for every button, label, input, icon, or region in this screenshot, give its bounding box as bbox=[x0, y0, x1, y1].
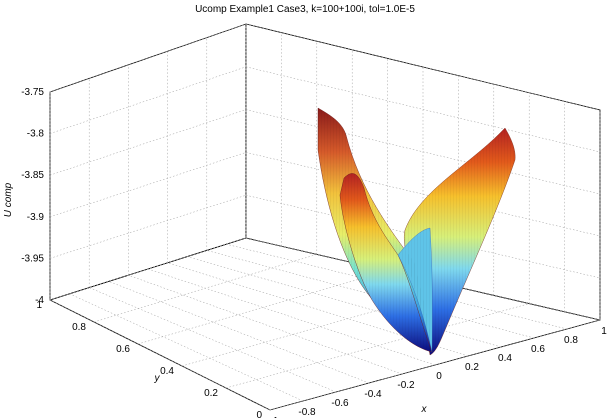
x-grid bbox=[108, 281, 370, 384]
y-tick-label: 0.4 bbox=[160, 366, 174, 377]
x-tick-label: -1 bbox=[270, 416, 279, 418]
tick-labels: -4 -3.95 -3.9 -3.85 -3.8 -3.75 0 0.2 0.4 0.6 0.8 1 -… bbox=[21, 87, 607, 418]
z-grid bbox=[49, 23, 247, 93]
x-tick-label: -0.2 bbox=[397, 380, 415, 391]
y-grid bbox=[269, 319, 601, 411]
x-tick-label: 0 bbox=[436, 371, 442, 382]
y-grid bbox=[137, 270, 388, 345]
x-axis-label: x bbox=[421, 404, 428, 415]
y-axis-label: y bbox=[154, 373, 161, 384]
chart-title: Ucomp Example1 Case3, k=100+100i, tol=1.… bbox=[195, 4, 415, 15]
z-grid bbox=[245, 152, 601, 237]
z-grid bbox=[245, 194, 601, 279]
z-tick-label: -4 bbox=[35, 295, 44, 306]
z-tick-label: -3.9 bbox=[27, 212, 45, 223]
x-tick-label: 0.2 bbox=[465, 362, 479, 373]
z-grid bbox=[245, 23, 601, 111]
z-tick-label: -3.95 bbox=[21, 253, 44, 264]
x-grid bbox=[49, 299, 271, 411]
x-tick-label: -0.6 bbox=[331, 398, 349, 409]
x-tick-label: 1 bbox=[601, 326, 607, 337]
y-tick-label: 0.8 bbox=[72, 322, 86, 333]
surface-mesh bbox=[317, 107, 516, 356]
x-tick-label: -0.8 bbox=[298, 407, 316, 418]
z-tick-label: -3.85 bbox=[21, 170, 44, 181]
z-grid bbox=[49, 152, 247, 218]
y-grid bbox=[49, 237, 247, 301]
z-grid bbox=[245, 109, 601, 195]
x-grid bbox=[89, 287, 337, 393]
x-grid bbox=[128, 274, 403, 375]
y-grid bbox=[181, 286, 459, 367]
y-tick-label: 0.6 bbox=[116, 344, 130, 355]
z-grid bbox=[49, 109, 247, 176]
z-grid bbox=[245, 237, 601, 321]
x-tick-label: 0.4 bbox=[498, 353, 512, 364]
x-grid bbox=[69, 293, 304, 402]
z-grid bbox=[49, 194, 247, 259]
y-tick-label: 0 bbox=[256, 410, 262, 418]
x-tick-label: 0.8 bbox=[564, 335, 578, 346]
x-grid bbox=[147, 268, 436, 366]
y-tick-label: 1 bbox=[36, 300, 42, 311]
z-tick-label: -3.8 bbox=[27, 129, 45, 140]
y-tick-label: 0.2 bbox=[204, 388, 218, 399]
z-axis-label: U comp bbox=[3, 182, 14, 217]
x-grid bbox=[245, 237, 601, 321]
axes-box bbox=[49, 23, 601, 411]
x-tick-label: -0.4 bbox=[364, 389, 382, 400]
z-grid bbox=[49, 66, 247, 134]
z-grid bbox=[245, 66, 601, 153]
x-tick-label: 0.6 bbox=[531, 344, 545, 355]
z-tick-label: -3.75 bbox=[21, 87, 44, 98]
